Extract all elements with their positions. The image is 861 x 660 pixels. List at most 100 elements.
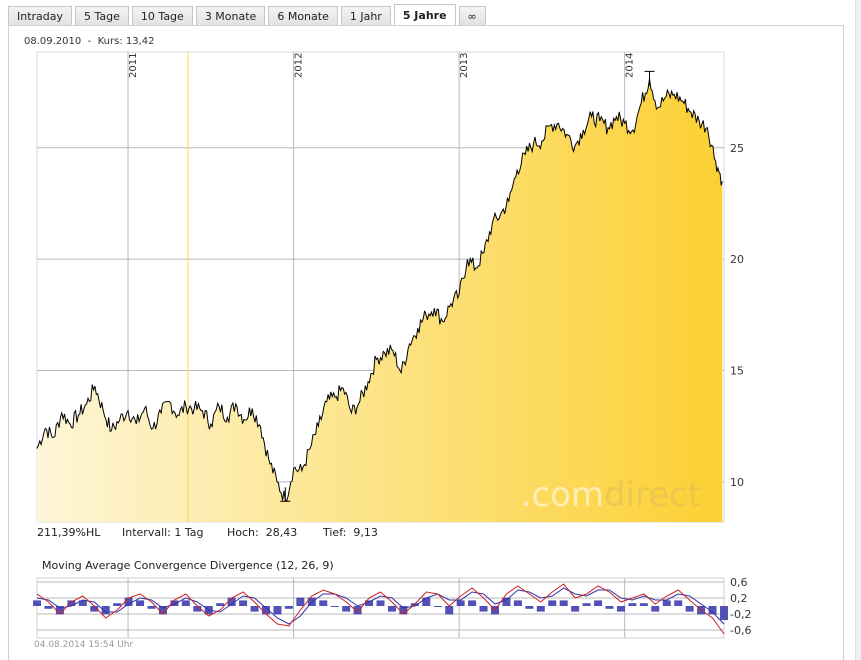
macd-hist-bar [365,600,374,606]
macd-signal-line [36,587,725,625]
macd-y-tick-label: -0,6 [730,624,751,637]
macd-hist-bar [468,600,477,606]
macd-hist-bar [250,606,259,612]
x-tick-label: 2013 [459,53,470,78]
macd-hist-bar [422,597,431,606]
macd-hist-bar [158,606,167,615]
cursor-kurs-value: 13,42 [125,36,155,47]
stat-performance: 211,39%HL [37,526,101,539]
stat-hoch-label: Hoch: [227,526,259,539]
macd-hist-bar [582,603,591,606]
price-y-ticks: 10 15 20 25 [730,142,744,489]
stat-tief-label: Tief: [323,526,347,539]
macd-hist-bar [170,600,179,606]
macd-hist-bar [147,606,156,609]
macd-hist-bar [639,603,648,606]
price-x-ticks: 20102011201220132014 [128,53,636,78]
tab-10-tage[interactable]: 10 Tage [131,6,193,25]
cursor-date: 08.09.2010 [24,36,82,47]
macd-hist-bar [262,606,270,615]
macd-y-ticks: 0,6 0,2 -0,2 -0,6 [730,576,751,637]
macd-hist-bar [101,606,110,615]
footer-timestamp: 04.08.2014 15:54 Uhr [34,640,134,650]
macd-hist-bar [376,600,385,606]
macd-title: Moving Average Convergence Divergence (1… [42,559,334,572]
macd-hist-bar [536,606,545,612]
macd-hist-bar [44,606,53,609]
macd-hist-bar [445,606,454,615]
macd-hist-bar [502,597,511,606]
macd-hist-bar [193,606,202,612]
macd-hist-bar [67,600,76,606]
macd-hist-bar [319,600,328,606]
extreme-markers [280,70,655,502]
macd-hist-bar [433,606,442,607]
macd-hist-bar [685,606,694,612]
macd-hist-bar [33,600,41,606]
stat-intervall-value: 1 Tag [174,526,204,539]
y-tick-label: 15 [730,365,744,378]
stat-tief-value: 9,13 [353,526,378,539]
macd-y-tick-label: -0,2 [730,608,751,621]
y-tick-label: 10 [730,476,744,489]
macd-hist-bar [342,606,351,612]
macd-hist-bar [651,606,660,612]
x-tick-label: 2011 [128,53,139,78]
macd-hist-bar [284,606,293,609]
macd-hist-bar [113,603,122,606]
macd-hist-bar [708,606,717,615]
macd-hist-bar [605,606,614,609]
macd-hist-bar [330,606,339,607]
macd-hist-bar [387,606,396,612]
cursor-separator: - [87,36,92,47]
macd-hist-bar [674,600,683,606]
macd-hist-bar [181,600,190,606]
macd-hist-bar [456,600,465,606]
macd-line [36,583,725,635]
macd-hist-bar [55,606,64,615]
price-line [36,78,723,502]
macd-hist-bar [571,606,580,612]
stat-intervall-label: Intervall: [122,526,171,539]
macd-y-tick-label: 0,2 [730,592,748,605]
macd-hist-bar [90,606,99,612]
tab-max[interactable]: ∞ [458,6,486,25]
macd-hist-bar [662,600,671,606]
cursor-info: 08.09.2010 - Kurs: 13,42 [24,36,155,47]
chart-panel [8,25,844,660]
macd-hist-bar [548,600,557,606]
x-tick-label: 2012 [294,53,305,78]
tab-6-monate[interactable]: 6 Monate [268,6,338,25]
watermark-prefix: .com [521,475,604,515]
tab-5-jahre[interactable]: 5 Jahre [393,4,456,25]
macd-hist-bar [399,606,408,615]
stat-hoch: Hoch: 28,43 [227,526,297,539]
macd-hist-bar [227,597,236,606]
macd-hist-bar [479,606,488,612]
tab-intraday[interactable]: Intraday [8,6,73,25]
y-tick-label: 20 [730,253,744,266]
stat-tief: Tief: 9,13 [323,526,378,539]
macd-hist-bar [239,600,248,606]
timeframe-tabs: Intraday 5 Tage 10 Tage 3 Monate 6 Monat… [8,4,489,26]
stat-intervall: Intervall: 1 Tag [122,526,204,539]
y-tick-label: 25 [730,142,744,155]
macd-hist-bar [616,606,625,612]
tab-1-jahr[interactable]: 1 Jahr [340,6,391,25]
macd-hist-bar [628,603,637,606]
tab-3-monate[interactable]: 3 Monate [195,6,266,25]
cursor-kurs-label: Kurs: [97,36,123,47]
macd-hist-bar [525,606,534,609]
macd-y-tick-label: 0,6 [730,576,748,589]
macd-hist-bar [353,606,362,615]
macd-hist-bar [124,597,133,606]
tab-5-tage[interactable]: 5 Tage [75,6,129,25]
macd-hist-bar [136,600,145,606]
macd-hist-bar [78,600,87,606]
x-tick-label: 2014 [625,53,636,78]
macd-hist-bar [559,600,568,606]
scrollbar[interactable] [855,0,861,660]
watermark-suffix: direct [604,475,701,515]
macd-hist-bar [513,600,522,606]
